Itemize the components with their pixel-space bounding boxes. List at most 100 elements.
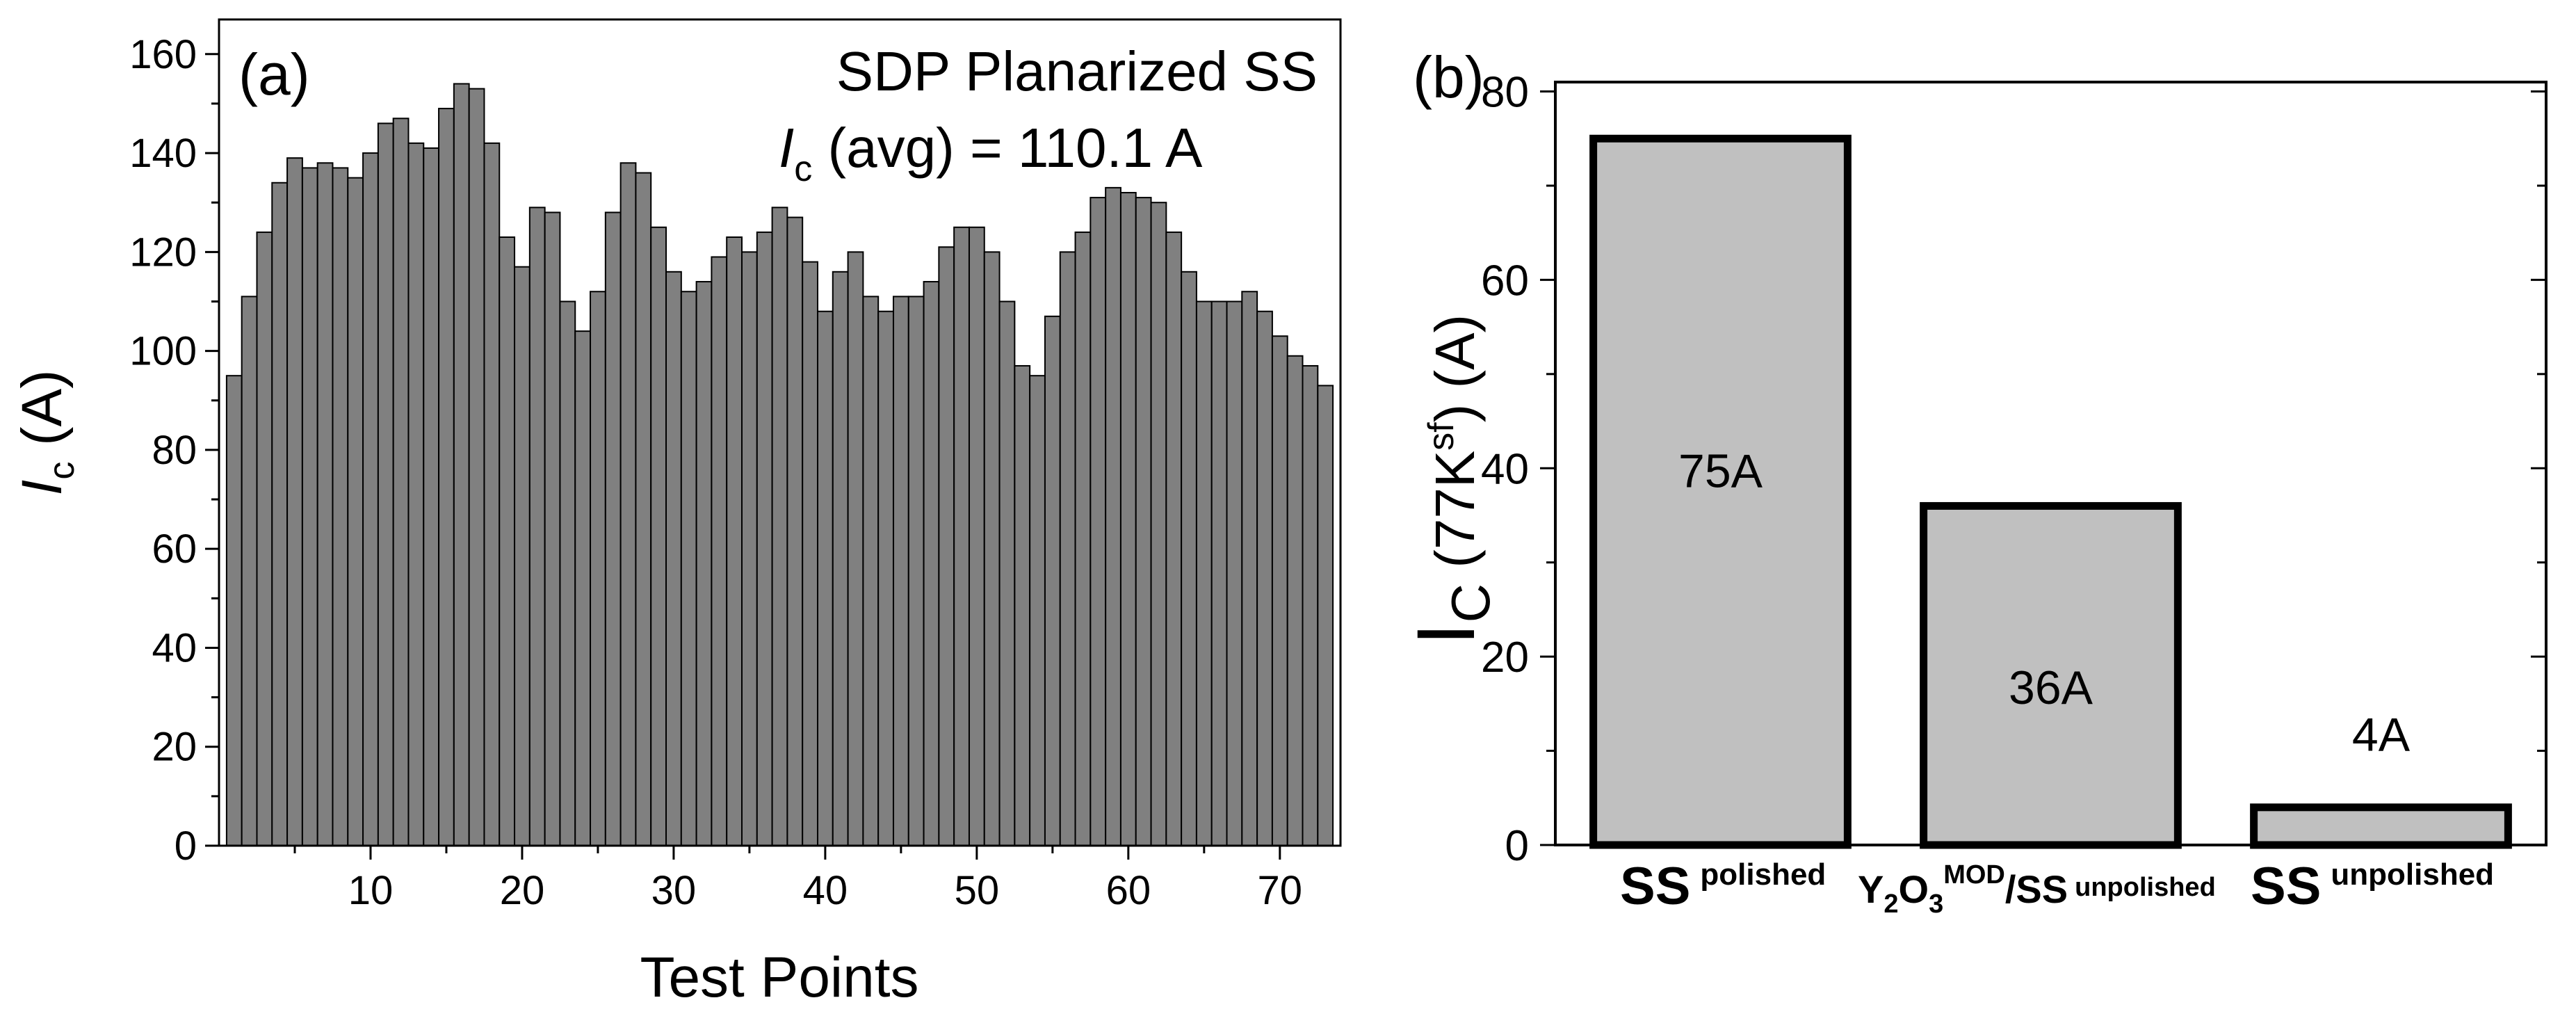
- bar-test-point-27: [619, 162, 637, 847]
- bar-test-point-51: [983, 251, 1001, 847]
- bar-test-point-65: [1195, 300, 1213, 846]
- bar-test-point-23: [559, 300, 576, 846]
- x-tick-label: 50: [955, 868, 1000, 913]
- bar-test-point-64: [1181, 271, 1197, 847]
- bar-test-point-46: [907, 296, 925, 846]
- bar-test-point-47: [923, 281, 940, 846]
- x-tick-label: 40: [803, 868, 848, 913]
- panel-b-ticks: 0 20 40 60 80: [1481, 69, 2546, 870]
- bar-ss-unpolished: [2250, 803, 2512, 849]
- bar-test-point-38: [786, 216, 804, 846]
- bar-test-point-32: [695, 281, 713, 846]
- bar-test-point-14: [423, 147, 440, 847]
- category-3-sup: unpolished: [2331, 858, 2494, 892]
- bar-test-point-67: [1226, 300, 1243, 846]
- bar-test-point-6: [301, 167, 318, 847]
- annotation-avg-rest: (avg) = 110.1 A: [812, 117, 1203, 179]
- y-tick-label: 0: [175, 823, 197, 869]
- bar-test-point-9: [347, 177, 364, 846]
- bar-test-point-56: [1059, 251, 1076, 847]
- bar-test-point-59: [1105, 186, 1121, 846]
- y-axis-label-close: ) (A): [1424, 314, 1486, 423]
- y-tick-label: 80: [1481, 69, 1529, 117]
- bar-test-point-16: [453, 83, 470, 847]
- bar-test-point-10: [362, 152, 379, 847]
- y-tick-label: 40: [152, 625, 197, 670]
- data-label-ss-unpolished: 4A: [2352, 709, 2411, 762]
- bar-test-point-29: [650, 226, 667, 846]
- category-3-base: SS: [2251, 857, 2321, 916]
- bar-test-point-62: [1150, 202, 1167, 846]
- data-label-y2o3-ss-unpolished: 36A: [2009, 661, 2093, 714]
- panel-a-annotation-avg: Ic (avg) = 110.1 A: [779, 117, 1203, 189]
- category-2-sup2: unpolished: [2075, 873, 2216, 902]
- y-tick-label: 60: [152, 526, 197, 572]
- bar-test-point-58: [1089, 197, 1107, 846]
- bar-test-point-43: [862, 296, 880, 846]
- bar-test-point-57: [1074, 231, 1092, 846]
- bar-test-point-71: [1286, 355, 1304, 847]
- panel-a-x-axis-label: Test Points: [640, 946, 918, 1009]
- bar-test-point-4: [271, 182, 289, 846]
- bar-test-point-8: [332, 167, 349, 847]
- bar-test-point-36: [756, 231, 773, 846]
- x-tick-label: 70: [1258, 868, 1303, 913]
- y-tick-label: 60: [1481, 257, 1529, 305]
- bar-test-point-66: [1210, 300, 1228, 846]
- data-label-ss-polished: 75A: [1678, 444, 1763, 497]
- bar-test-point-53: [1014, 364, 1031, 846]
- bar-test-point-11: [377, 122, 394, 846]
- bar-test-point-50: [968, 226, 985, 846]
- panel-b: (b) 0 20 40 60 80 75A 36A 4A IC (77Ksf) (A) SS…: [1400, 45, 2547, 919]
- bar-test-point-1: [225, 375, 243, 846]
- bar-test-point-3: [256, 231, 273, 846]
- y-tick-label: 20: [152, 725, 197, 770]
- bar-test-point-39: [802, 261, 818, 847]
- x-tick-label: 30: [651, 868, 697, 913]
- y-tick-label: 20: [1481, 634, 1529, 682]
- y-axis-label-main: I: [1400, 622, 1492, 645]
- y-tick-label: 40: [1481, 445, 1529, 493]
- x-tick-label: 60: [1106, 868, 1151, 913]
- x-tick-label: 20: [500, 868, 545, 913]
- bar-test-point-44: [877, 310, 894, 846]
- y-tick-label: 100: [129, 329, 197, 374]
- bar-test-point-33: [711, 256, 728, 847]
- y-tick-label: 160: [129, 32, 197, 77]
- panel-a-annotation-title: SDP Planarized SS: [836, 40, 1318, 102]
- bar-test-point-26: [604, 211, 622, 846]
- y-tick-label: 80: [152, 428, 197, 473]
- bar-test-point-15: [438, 108, 455, 847]
- panel-b-y-axis-label: IC (77Ksf) (A): [1400, 314, 1501, 645]
- panel-a-label: (a): [238, 42, 310, 107]
- y-axis-label-unit: (A): [10, 370, 74, 462]
- bar-test-point-45: [892, 296, 909, 846]
- bar-test-point-20: [514, 266, 530, 847]
- bar-test-point-5: [286, 157, 303, 847]
- category-label-y2o3-ss-unpolished: Y2O3MOD/SS unpolished: [1858, 860, 2216, 919]
- bar-test-point-18: [483, 142, 501, 847]
- panel-a-y-axis-label: Ic (A): [10, 370, 82, 496]
- bar-test-point-21: [528, 207, 546, 846]
- bar-test-point-12: [392, 118, 410, 847]
- category-1-base: SS: [1620, 857, 1690, 916]
- panel-a-plot-frame: [218, 18, 1342, 847]
- bar-test-point-73: [1317, 385, 1334, 846]
- bar-test-point-60: [1119, 191, 1137, 846]
- bar-test-point-13: [407, 142, 425, 847]
- bar-ss-polished: [1589, 134, 1852, 849]
- annotation-avg-sub: c: [794, 149, 812, 189]
- bar-test-point-49: [953, 226, 970, 846]
- bar-test-point-2: [241, 296, 258, 846]
- bar-test-point-30: [665, 271, 682, 847]
- bar-test-point-48: [938, 246, 955, 846]
- y-axis-label-symbol: I: [10, 480, 74, 496]
- bar-test-point-40: [816, 310, 834, 846]
- bar-test-point-63: [1165, 231, 1183, 846]
- panel-b-label: (b): [1413, 45, 1484, 110]
- category-label-ss-polished: SS polished: [1620, 857, 1826, 916]
- bar-test-point-19: [499, 236, 516, 846]
- bar-test-point-68: [1241, 291, 1258, 846]
